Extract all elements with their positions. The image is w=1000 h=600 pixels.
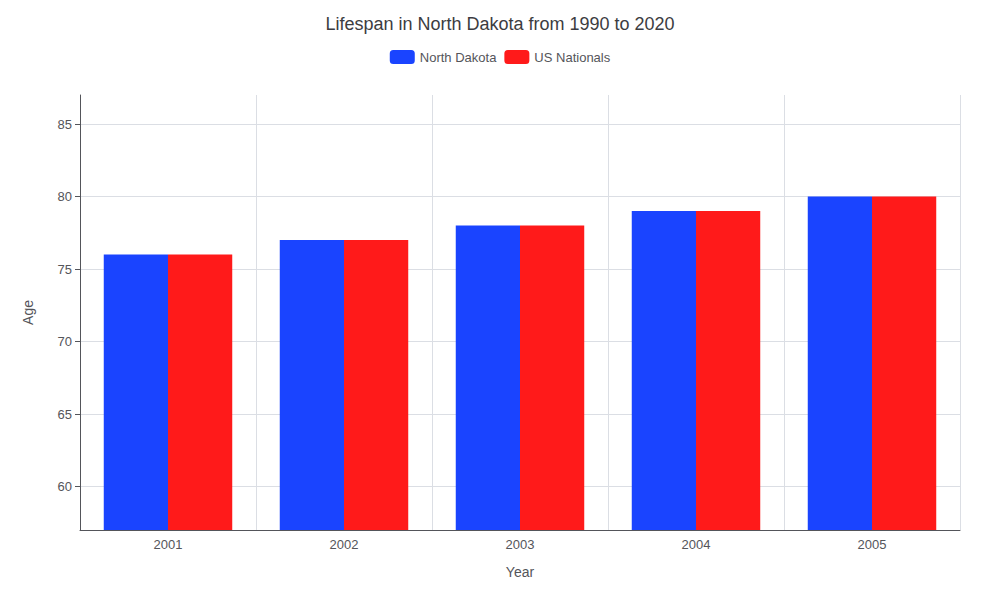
svg-text:Year: Year	[506, 564, 535, 580]
svg-text:85: 85	[58, 117, 72, 132]
svg-text:65: 65	[58, 407, 72, 422]
svg-text:2003: 2003	[506, 537, 535, 552]
svg-text:80: 80	[58, 189, 72, 204]
svg-text:2002: 2002	[330, 537, 359, 552]
svg-text:Lifespan in North Dakota from: Lifespan in North Dakota from 1990 to 20…	[325, 14, 674, 34]
svg-text:75: 75	[58, 262, 72, 277]
svg-text:2004: 2004	[682, 537, 711, 552]
svg-text:North Dakota: North Dakota	[420, 50, 497, 65]
svg-text:70: 70	[58, 334, 72, 349]
svg-text:60: 60	[58, 479, 72, 494]
svg-text:US Nationals: US Nationals	[534, 50, 610, 65]
svg-text:2001: 2001	[154, 537, 183, 552]
svg-text:Age: Age	[20, 300, 36, 325]
svg-text:2005: 2005	[858, 537, 887, 552]
